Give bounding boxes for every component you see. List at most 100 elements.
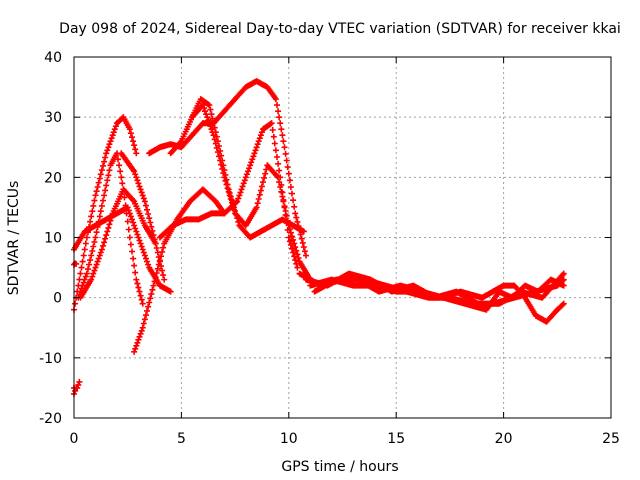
data-point bbox=[92, 234, 99, 241]
data-point bbox=[98, 246, 105, 253]
interpolated-points bbox=[72, 230, 87, 251]
interpolated-points bbox=[222, 97, 237, 113]
interpolated-points bbox=[286, 238, 300, 267]
data-point bbox=[292, 210, 299, 217]
interpolated-points bbox=[536, 277, 553, 294]
interpolated-points bbox=[78, 240, 89, 271]
data-point bbox=[139, 324, 146, 331]
interpolated-points bbox=[458, 289, 484, 301]
interpolated-points bbox=[93, 154, 109, 195]
series-track-n bbox=[311, 276, 567, 313]
interpolated-points bbox=[248, 129, 265, 166]
data-point bbox=[560, 270, 567, 277]
data-point bbox=[167, 288, 174, 295]
data-point bbox=[150, 282, 157, 289]
data-point bbox=[92, 192, 99, 199]
interpolated-points bbox=[121, 116, 132, 131]
data-point bbox=[135, 234, 142, 241]
y-tick-label: -20 bbox=[39, 411, 62, 427]
data-point bbox=[199, 102, 206, 109]
interpolated-points bbox=[132, 171, 147, 202]
interpolated-points bbox=[100, 214, 115, 249]
data-point bbox=[76, 378, 83, 385]
interpolated-points bbox=[121, 194, 132, 233]
y-tick-label: 40 bbox=[44, 50, 62, 66]
y-axis-label: SDTVAR / TECUs bbox=[6, 181, 22, 296]
interpolated-points bbox=[347, 270, 373, 283]
data-point bbox=[268, 120, 275, 127]
data-point bbox=[152, 240, 159, 247]
interpolated-points bbox=[132, 327, 145, 352]
series-track-g bbox=[146, 78, 309, 259]
x-axis-label: GPS time / hours bbox=[281, 459, 398, 475]
interpolated-points bbox=[85, 239, 98, 273]
interpolated-points bbox=[233, 85, 248, 101]
interpolated-points bbox=[265, 85, 278, 101]
data-point bbox=[221, 174, 228, 181]
data-marks bbox=[71, 78, 567, 397]
data-point bbox=[281, 144, 288, 151]
x-tick-label: 15 bbox=[387, 431, 405, 447]
interpolated-points bbox=[132, 200, 147, 227]
series-track-f bbox=[131, 186, 228, 355]
interpolated-points bbox=[355, 277, 381, 294]
data-point bbox=[131, 168, 138, 175]
data-point bbox=[141, 198, 148, 205]
interpolated-points bbox=[125, 207, 141, 238]
interpolated-points bbox=[269, 127, 283, 174]
interpolated-points bbox=[104, 123, 119, 154]
data-point bbox=[234, 198, 241, 205]
interpolated-points bbox=[78, 278, 94, 299]
data-point bbox=[126, 234, 133, 241]
series-track-j bbox=[189, 102, 314, 283]
interpolated-points bbox=[254, 166, 270, 207]
data-point bbox=[272, 96, 279, 103]
interpolated-points bbox=[179, 133, 195, 149]
interpolated-points bbox=[196, 210, 214, 222]
data-point bbox=[161, 276, 168, 283]
data-point bbox=[131, 348, 138, 355]
data-point bbox=[77, 270, 84, 277]
interpolated-points bbox=[282, 150, 298, 210]
data-point bbox=[247, 162, 254, 169]
y-tick-label: 10 bbox=[44, 231, 62, 247]
data-point bbox=[74, 384, 81, 391]
interpolated-points bbox=[544, 307, 560, 324]
interpolated-points bbox=[168, 139, 184, 156]
data-point bbox=[133, 276, 140, 283]
interpolated-points bbox=[265, 163, 280, 180]
interpolated-points bbox=[93, 197, 106, 236]
data-point bbox=[88, 276, 95, 283]
data-point bbox=[560, 276, 567, 283]
series-track-p bbox=[71, 260, 80, 268]
data-point bbox=[560, 282, 567, 289]
interpolated-points bbox=[286, 226, 302, 261]
interpolated-points bbox=[484, 290, 502, 312]
interpolated-points bbox=[76, 273, 89, 298]
interpolated-points bbox=[190, 103, 205, 119]
interpolated-points bbox=[211, 109, 227, 125]
interpolated-points bbox=[222, 177, 237, 213]
data-point bbox=[275, 174, 282, 181]
y-tick-label: -10 bbox=[39, 351, 62, 367]
interpolated-points bbox=[110, 188, 126, 214]
tick-marks bbox=[73, 56, 612, 419]
interpolated-points bbox=[188, 187, 205, 204]
interpolated-points bbox=[207, 106, 220, 140]
interpolated-points bbox=[170, 217, 188, 228]
y-tick-label: 20 bbox=[44, 170, 62, 186]
interpolated-points bbox=[115, 115, 126, 126]
interpolated-points bbox=[119, 151, 137, 173]
interpolated-points bbox=[127, 241, 139, 276]
interpolated-points bbox=[201, 105, 216, 136]
interpolated-points bbox=[510, 283, 527, 300]
interpolated-points bbox=[243, 206, 259, 227]
interpolated-points bbox=[463, 301, 489, 313]
interpolated-points bbox=[143, 202, 158, 243]
interpolated-points bbox=[134, 280, 145, 303]
series-track-o bbox=[71, 378, 83, 397]
data-point bbox=[83, 270, 90, 277]
interpolated-points bbox=[158, 223, 175, 240]
series-track-b bbox=[71, 204, 174, 295]
interpolated-points bbox=[334, 276, 360, 283]
